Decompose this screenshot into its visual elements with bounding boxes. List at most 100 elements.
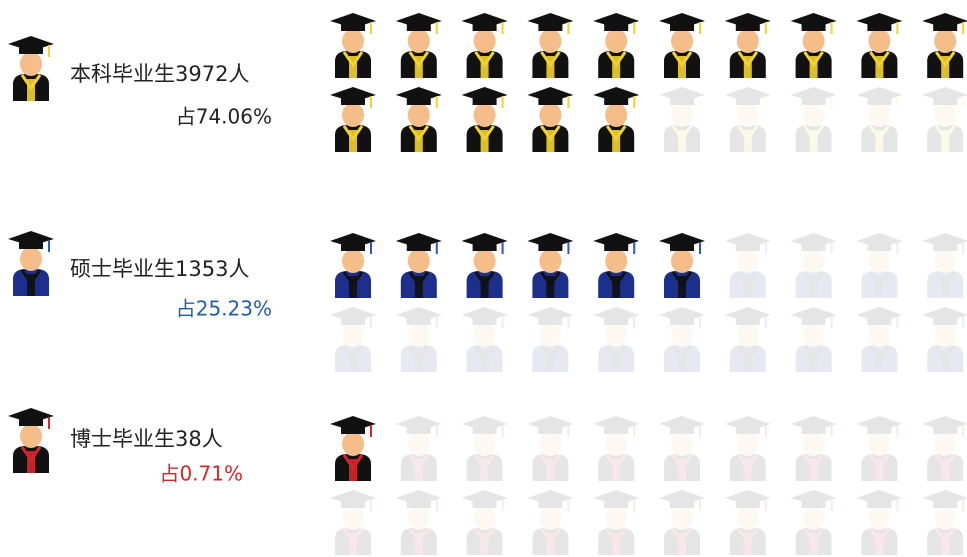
pictograph: 本科毕业生3972人占74.06%硕士毕业生1353人占25.23%博士毕业生3… (0, 0, 967, 557)
cap-board (922, 307, 967, 322)
cap-board (330, 490, 376, 505)
cap-board (462, 490, 508, 505)
graduate-icon (856, 307, 902, 372)
cap-board (396, 490, 442, 505)
face (342, 506, 364, 530)
cap-board (527, 233, 573, 248)
cap-board (462, 307, 508, 322)
group-share: 占0.71% (159, 462, 243, 486)
cap-board (856, 490, 902, 505)
graduate-icon (791, 233, 837, 298)
cap-board (462, 233, 508, 248)
cap-board (8, 231, 54, 246)
face (737, 29, 759, 53)
cap-board (462, 87, 508, 102)
face (803, 29, 825, 53)
cap-board (593, 233, 639, 248)
graduate-icon (593, 233, 639, 298)
face (605, 249, 627, 273)
graduate-icon (791, 307, 837, 372)
cap-board (527, 13, 573, 28)
face (671, 29, 693, 53)
cap-board (725, 233, 771, 248)
graduate-icon (330, 416, 376, 481)
graduate-icon (922, 87, 967, 152)
graduate-icon (659, 416, 705, 481)
face (803, 323, 825, 347)
cap-board (791, 307, 837, 322)
cap-board (330, 307, 376, 322)
cap-board (396, 307, 442, 322)
graduate-icon (330, 490, 376, 555)
face (474, 506, 496, 530)
cap-board (791, 490, 837, 505)
cap-board (659, 13, 705, 28)
face (737, 323, 759, 347)
graduate-icon (527, 87, 573, 152)
cap-board (856, 13, 902, 28)
face (934, 432, 956, 456)
face (868, 29, 890, 53)
face (803, 432, 825, 456)
cap-board (791, 416, 837, 431)
cap-board (659, 233, 705, 248)
face (868, 103, 890, 127)
face (408, 432, 430, 456)
face (539, 249, 561, 273)
group-label: 硕士毕业生1353人 (70, 257, 249, 281)
cap-board (725, 416, 771, 431)
graduate-icon (330, 13, 376, 78)
cap-board (527, 490, 573, 505)
cap-board (593, 87, 639, 102)
face (408, 323, 430, 347)
face (671, 432, 693, 456)
graduate-icon (856, 416, 902, 481)
cap-board (856, 416, 902, 431)
graduate-icon (8, 36, 54, 101)
graduate-icon (725, 87, 771, 152)
cap-board (856, 307, 902, 322)
face (474, 323, 496, 347)
graduate-icon (593, 307, 639, 372)
face (342, 432, 364, 456)
face (474, 249, 496, 273)
face (737, 103, 759, 127)
face (474, 29, 496, 53)
graduate-icon (593, 490, 639, 555)
cap-board (8, 36, 54, 51)
graduate-icon (527, 416, 573, 481)
graduate-icon (8, 408, 54, 473)
face (737, 506, 759, 530)
face (539, 432, 561, 456)
face (605, 506, 627, 530)
face (868, 323, 890, 347)
face (671, 506, 693, 530)
cap-board (330, 233, 376, 248)
face (605, 103, 627, 127)
graduate-icon (856, 87, 902, 152)
graduate-icon (527, 233, 573, 298)
graduate-icon (462, 490, 508, 555)
graduate-icon (462, 307, 508, 372)
cap-board (725, 13, 771, 28)
group-share: 占74.06% (176, 105, 272, 129)
face (868, 506, 890, 530)
cap-board (330, 13, 376, 28)
face (605, 29, 627, 53)
cap-board (922, 490, 967, 505)
graduate-icon (659, 490, 705, 555)
face (342, 29, 364, 53)
cap-board (330, 87, 376, 102)
face (934, 29, 956, 53)
graduate-icon (659, 307, 705, 372)
cap-board (791, 87, 837, 102)
graduate-icon (659, 87, 705, 152)
face (737, 432, 759, 456)
face (408, 103, 430, 127)
graduate-icon (593, 87, 639, 152)
graduate-icon (856, 490, 902, 555)
cap-board (659, 416, 705, 431)
graduate-icon (396, 233, 442, 298)
cap-board (791, 233, 837, 248)
face (342, 249, 364, 273)
